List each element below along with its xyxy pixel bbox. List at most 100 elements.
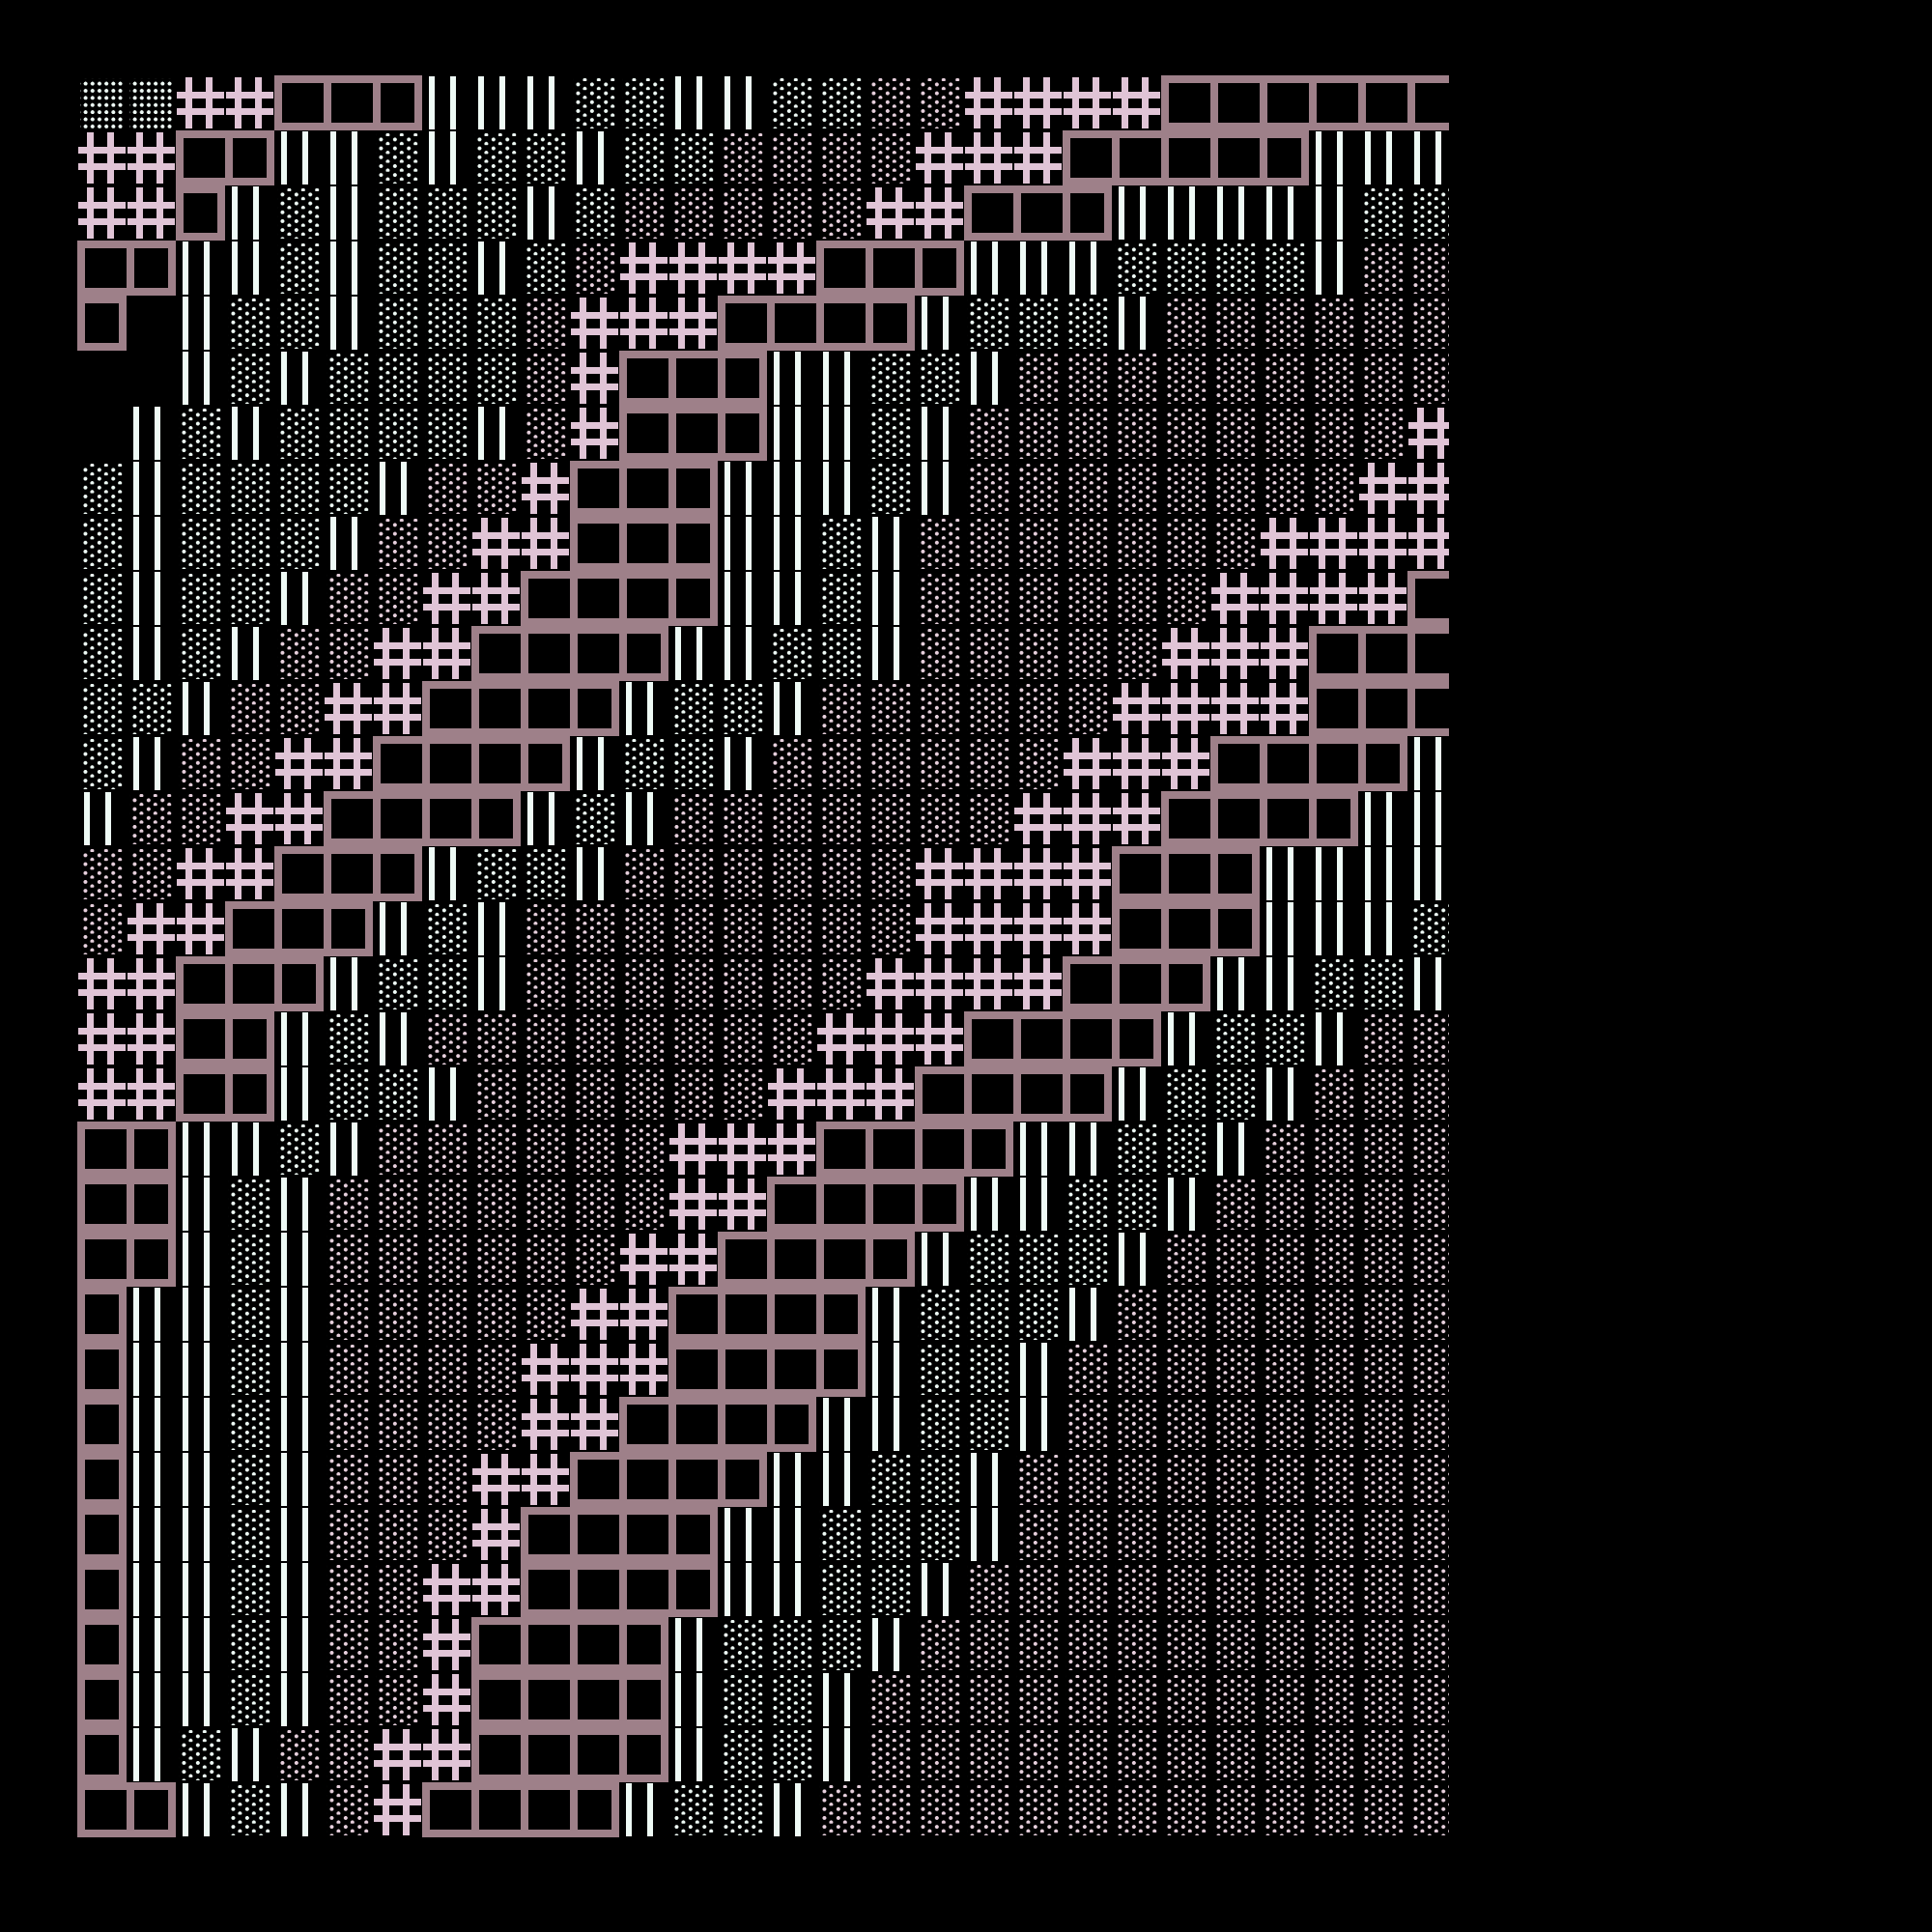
bar-icon (401, 1012, 407, 1065)
cross-icon (945, 958, 952, 1009)
bar-icon (232, 186, 238, 240)
bar-icon (1189, 1012, 1195, 1065)
vertical-bar-pair (176, 1122, 225, 1177)
bar-icon (675, 76, 681, 129)
sparse-mint-stipple (819, 519, 863, 569)
cross-icon (304, 793, 311, 844)
vertical-bar-pair (866, 626, 915, 681)
cross-icon (1359, 477, 1406, 484)
box-outline (225, 1066, 274, 1122)
cross-icon (206, 77, 213, 128)
double-cross (176, 901, 225, 956)
bar-icon (823, 1398, 829, 1451)
sparse-pink-stipple (967, 1785, 1010, 1835)
bar-icon (133, 1343, 139, 1396)
vertical-bar-pair (274, 1507, 324, 1562)
vertical-bar-pair (1358, 901, 1407, 956)
cross-icon (1408, 532, 1449, 539)
cross-icon (501, 1564, 508, 1615)
bar-icon (232, 1728, 238, 1781)
cross-icon (875, 1068, 882, 1120)
bar-icon (478, 902, 484, 955)
sparse-pink-stipple (524, 959, 567, 1009)
sparse-pink-stipple (1065, 1675, 1109, 1725)
cross-icon (1064, 92, 1111, 99)
bar-icon (302, 1673, 308, 1726)
bar-icon (724, 462, 730, 515)
cross-icon (571, 1358, 618, 1365)
cross-icon (226, 108, 273, 115)
bar-icon (696, 1673, 702, 1726)
bar-icon (155, 517, 160, 570)
cross-icon (177, 918, 224, 924)
cross-icon (994, 848, 1001, 899)
cross-icon (403, 1784, 410, 1835)
cross-icon (78, 1099, 126, 1106)
bar-icon (133, 1618, 139, 1671)
double-cross (570, 351, 619, 406)
cross-icon (1339, 518, 1346, 569)
box-outline (668, 461, 718, 516)
box-outline (964, 1122, 1013, 1177)
bar-icon (1414, 792, 1420, 845)
sparse-pink-stipple (868, 78, 912, 128)
cross-icon (452, 1729, 459, 1780)
sparse-pink-stipple (868, 739, 912, 789)
double-cross (816, 1011, 866, 1066)
double-cross (471, 516, 521, 571)
cross-icon (423, 1705, 470, 1712)
bar-icon (577, 847, 582, 900)
bar-icon (774, 407, 780, 460)
double-cross (668, 1122, 718, 1177)
vertical-bar-pair (570, 736, 619, 791)
cross-icon (629, 1289, 636, 1340)
vertical-bar-pair (225, 241, 274, 296)
sparse-mint-stipple (868, 1565, 912, 1615)
double-cross (915, 901, 964, 956)
sparse-pink-stipple (967, 519, 1010, 569)
cross-icon (994, 958, 1001, 1009)
vertical-bar-pair (866, 516, 915, 571)
vertical-bar-pair (127, 1727, 176, 1782)
sparse-pink-stipple (1410, 1730, 1449, 1780)
bar-icon (922, 407, 927, 460)
bar-icon (1414, 737, 1420, 790)
cross-icon (768, 1099, 815, 1106)
cross-icon (649, 242, 656, 294)
sparse-pink-stipple (1016, 1455, 1060, 1505)
sparse-pink-stipple (425, 1124, 469, 1175)
box-outline (866, 296, 915, 351)
cross-icon (156, 1013, 163, 1065)
sparse-mint-stipple (277, 464, 321, 514)
sparse-pink-stipple (327, 1179, 370, 1230)
bar-icon (1435, 847, 1441, 900)
sparse-mint-stipple (228, 1620, 271, 1670)
sparse-pink-stipple (1361, 1510, 1405, 1560)
bar-icon (330, 242, 336, 295)
cross-icon (1211, 659, 1259, 666)
bar-icon (675, 1728, 681, 1781)
cross-icon (1142, 683, 1149, 734)
sparse-mint-stipple (721, 1675, 764, 1725)
box-outline (1161, 846, 1210, 901)
cross-icon (1064, 769, 1111, 776)
bar-icon (429, 76, 435, 129)
sparse-pink-stipple (721, 133, 764, 184)
sparse-pink-stipple (819, 739, 863, 789)
sparse-mint-stipple (179, 519, 222, 569)
cross-icon (1014, 108, 1062, 115)
cross-icon (128, 147, 175, 154)
sparse-mint-stipple (1263, 1014, 1306, 1065)
box-outline (668, 1287, 718, 1342)
vertical-bar-pair (1013, 1177, 1063, 1232)
cross-icon (522, 1358, 569, 1365)
cross-icon (600, 1399, 607, 1450)
bar-icon (232, 1122, 238, 1176)
vertical-bar-pair (471, 406, 521, 461)
box-outline (1210, 901, 1260, 956)
cross-icon (374, 659, 421, 666)
bar-icon (1189, 186, 1195, 240)
bar-icon (330, 131, 336, 185)
cross-icon (600, 408, 607, 459)
box-outline (127, 1782, 176, 1837)
